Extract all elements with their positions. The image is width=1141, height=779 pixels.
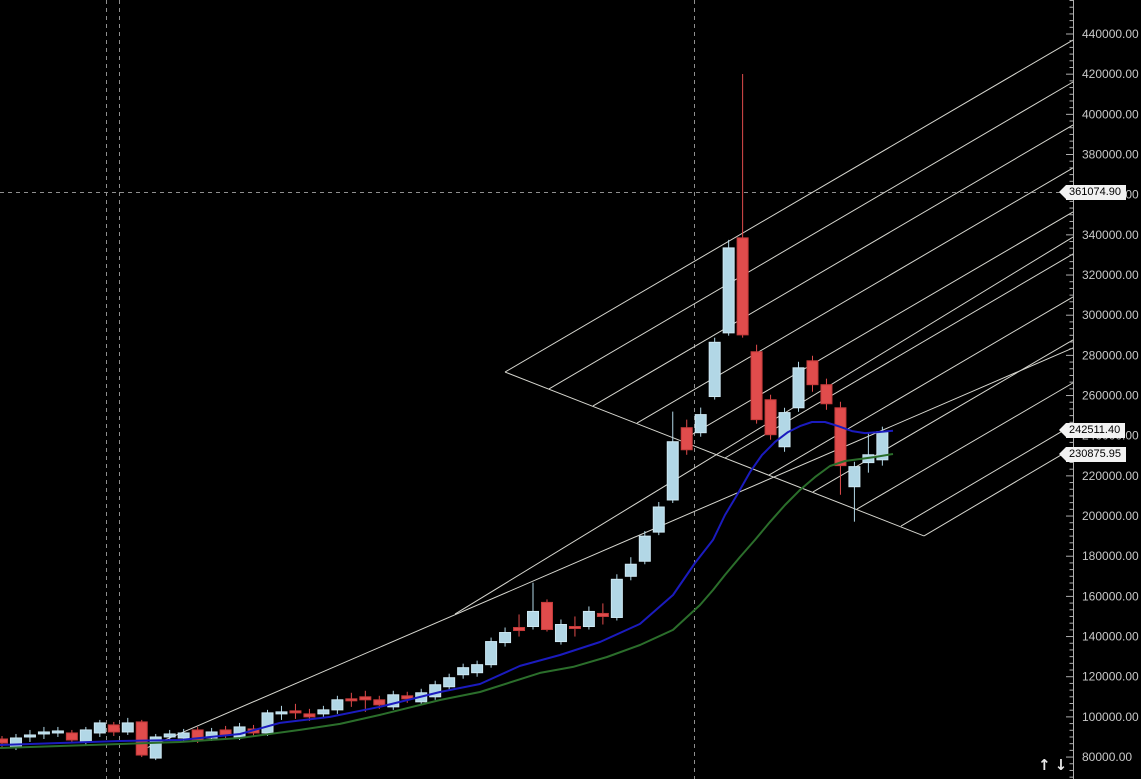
ma-slow-value-tag: 230875.95: [1059, 447, 1126, 462]
bull-candle-body: [163, 733, 176, 738]
axis-label: 100000.00: [1082, 710, 1139, 724]
trend-line[interactable]: [923, 447, 1074, 537]
bull-candle-body: [177, 732, 190, 739]
axis-label: 260000.00: [1082, 389, 1139, 403]
price-line-tag[interactable]: 361074.90: [1059, 185, 1126, 200]
bear-candle-body: [359, 696, 372, 701]
trend-line[interactable]: [548, 81, 1074, 390]
axis-label: 220000.00: [1082, 469, 1139, 483]
bear-candle-body: [135, 721, 148, 756]
bull-candle-body: [261, 712, 274, 734]
bear-candle-body: [764, 399, 777, 436]
axis-label: 280000.00: [1082, 348, 1139, 362]
bear-candle-body: [680, 427, 693, 451]
axis-label: 340000.00: [1082, 228, 1139, 242]
axis-label: 200000.00: [1082, 509, 1139, 523]
bull-candle-body: [37, 731, 50, 735]
axis-label: 80000.00: [1082, 750, 1132, 764]
bull-candle-body: [722, 247, 735, 334]
axis-label: 400000.00: [1082, 107, 1139, 121]
bull-candle-body: [471, 664, 484, 674]
bear-candle-body: [750, 351, 763, 421]
bull-candle-body: [638, 535, 651, 562]
bear-candle-body: [303, 713, 316, 718]
bull-candle-body: [485, 641, 498, 666]
bull-candle-body: [778, 412, 791, 448]
bear-candle-body: [806, 360, 819, 386]
bear-candle-body: [107, 724, 120, 733]
bull-candle-body: [527, 610, 540, 628]
axis-label: 180000.00: [1082, 549, 1139, 563]
bear-candle-body: [513, 627, 526, 632]
bear-candle-body: [373, 699, 386, 706]
trend-line[interactable]: [680, 211, 1074, 442]
trend-line[interactable]: [900, 424, 1074, 527]
bull-candle-body: [79, 729, 92, 743]
bull-candle-body: [708, 341, 721, 398]
bull-candle-body: [666, 441, 679, 501]
trend-line[interactable]: [592, 124, 1074, 407]
bear-candle-body: [596, 612, 609, 617]
gridlines: [0, 0, 1073, 779]
trend-line[interactable]: [856, 382, 1074, 510]
bear-candle-body: [540, 601, 553, 631]
scroll-down-icon[interactable]: ↓: [1054, 756, 1072, 774]
bull-candle-body: [121, 722, 134, 733]
bear-candle-body: [820, 384, 833, 405]
bull-candle-body: [93, 722, 106, 734]
candles: [0, 73, 889, 761]
ma-slow-green-line: [0, 453, 894, 749]
ma-fast-blue-line: [0, 421, 894, 746]
bull-candle-body: [275, 711, 288, 715]
bull-candle-body: [610, 578, 623, 618]
axis-label: 420000.00: [1082, 67, 1139, 81]
bear-candle-body: [568, 626, 581, 630]
bear-candle-body: [736, 237, 749, 336]
bull-candle-body: [457, 667, 470, 676]
moving-averages: [0, 421, 894, 749]
bull-candle-body: [554, 623, 567, 643]
bull-candle-body: [582, 610, 595, 628]
trend-line[interactable]: [136, 347, 1074, 753]
bull-candle-body: [499, 632, 512, 644]
bull-candle-body: [9, 737, 22, 748]
axis-label: 120000.00: [1082, 670, 1139, 684]
axis-label: 380000.00: [1082, 148, 1139, 162]
bull-candle-body: [317, 709, 330, 715]
bull-candle-body: [652, 506, 665, 533]
bull-candle-body: [848, 466, 861, 488]
bull-candle-body: [51, 730, 64, 734]
bull-candle-body: [624, 563, 637, 577]
bear-candle-body: [401, 695, 414, 700]
bull-candle-body: [331, 699, 344, 711]
trend-line[interactable]: [454, 236, 1074, 615]
bull-candle-body: [694, 414, 707, 434]
bear-candle-body: [834, 407, 847, 467]
axis-scroll-controls: ↑↓: [1038, 756, 1071, 774]
bull-candle-body: [443, 677, 456, 688]
bull-candle-body: [387, 694, 400, 708]
bull-candle-body: [429, 684, 442, 698]
axis-label: 440000.00: [1082, 27, 1139, 41]
bull-candle-body: [149, 736, 162, 759]
bear-candle-body: [345, 698, 358, 702]
trend-line[interactable]: [768, 296, 1074, 476]
axis-label: 300000.00: [1082, 308, 1139, 322]
bull-candle-body: [792, 367, 805, 409]
bull-candle-body: [23, 734, 36, 738]
ma-fast-value-tag: 242511.40: [1058, 423, 1126, 438]
bull-candle-body: [233, 726, 246, 738]
bear-candle-body: [289, 710, 302, 714]
bear-candle-body: [0, 738, 8, 744]
bull-candle-body: [205, 731, 218, 739]
axis-label: 320000.00: [1082, 268, 1139, 282]
axis-label: 140000.00: [1082, 630, 1139, 644]
bear-candle-body: [65, 732, 78, 741]
trend-line[interactable]: [504, 39, 1074, 373]
axis-label: 160000.00: [1082, 589, 1139, 603]
scroll-up-icon[interactable]: ↑: [1038, 756, 1055, 774]
